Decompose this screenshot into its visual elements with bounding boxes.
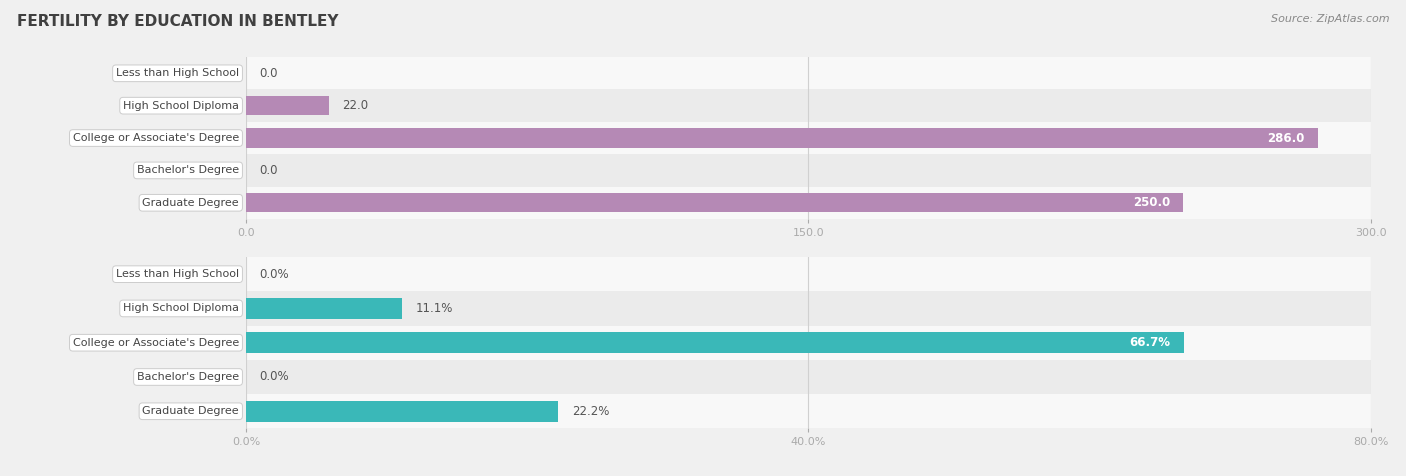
Bar bbox=[246, 187, 1371, 219]
Text: College or Associate's Degree: College or Associate's Degree bbox=[73, 337, 239, 348]
Text: Less than High School: Less than High School bbox=[115, 269, 239, 279]
Text: 286.0: 286.0 bbox=[1267, 131, 1305, 145]
Text: 250.0: 250.0 bbox=[1133, 196, 1170, 209]
Bar bbox=[246, 326, 1371, 360]
Text: 22.2%: 22.2% bbox=[572, 405, 609, 418]
Bar bbox=[246, 332, 1184, 353]
Bar bbox=[246, 291, 1371, 326]
Text: 0.0: 0.0 bbox=[260, 164, 278, 177]
Text: Bachelor's Degree: Bachelor's Degree bbox=[136, 372, 239, 382]
Text: Bachelor's Degree: Bachelor's Degree bbox=[136, 165, 239, 176]
Bar bbox=[246, 122, 1371, 154]
Text: FERTILITY BY EDUCATION IN BENTLEY: FERTILITY BY EDUCATION IN BENTLEY bbox=[17, 14, 339, 30]
Bar bbox=[246, 89, 1371, 122]
Bar bbox=[246, 154, 1371, 187]
Text: Graduate Degree: Graduate Degree bbox=[142, 406, 239, 416]
Text: 66.7%: 66.7% bbox=[1129, 336, 1170, 349]
Bar bbox=[246, 129, 1319, 148]
Bar bbox=[246, 57, 1371, 89]
Bar bbox=[246, 257, 1371, 291]
Bar bbox=[246, 360, 1371, 394]
Text: College or Associate's Degree: College or Associate's Degree bbox=[73, 133, 239, 143]
Bar bbox=[246, 401, 558, 422]
Text: Less than High School: Less than High School bbox=[115, 68, 239, 79]
Text: Graduate Degree: Graduate Degree bbox=[142, 198, 239, 208]
Text: 0.0: 0.0 bbox=[260, 67, 278, 80]
Text: 11.1%: 11.1% bbox=[416, 302, 453, 315]
Bar bbox=[246, 394, 1371, 428]
Text: Source: ZipAtlas.com: Source: ZipAtlas.com bbox=[1271, 14, 1389, 24]
Text: High School Diploma: High School Diploma bbox=[124, 100, 239, 111]
Bar bbox=[246, 298, 402, 319]
Text: 0.0%: 0.0% bbox=[260, 268, 290, 281]
Text: High School Diploma: High School Diploma bbox=[124, 303, 239, 314]
Bar bbox=[246, 193, 1184, 212]
Text: 22.0: 22.0 bbox=[342, 99, 368, 112]
Bar bbox=[246, 96, 329, 115]
Text: 0.0%: 0.0% bbox=[260, 370, 290, 384]
